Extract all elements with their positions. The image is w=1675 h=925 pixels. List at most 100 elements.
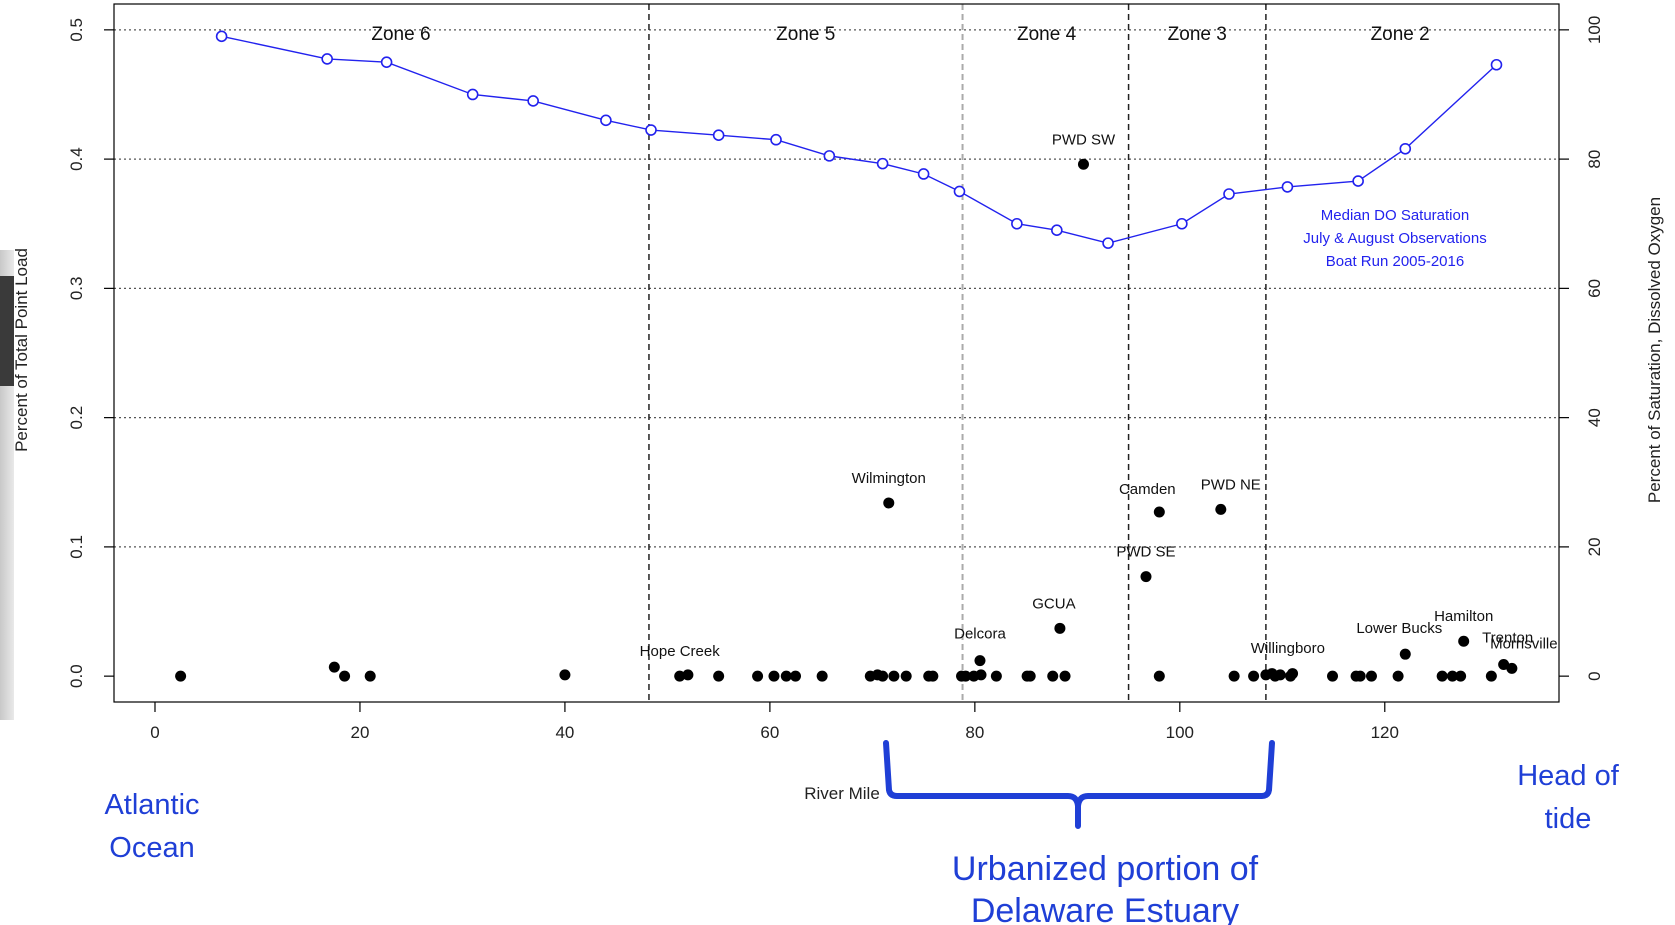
point-source-49 [1365, 670, 1377, 682]
zone-labels: Zone 6 Zone 5 Zone 4 Zone 3 Zone 2 [371, 24, 1429, 45]
point-source-8 [713, 670, 725, 682]
point-source-58 [1506, 662, 1518, 674]
do-point-9 [770, 133, 782, 146]
point-label-11: Hamilton [1434, 608, 1493, 625]
zone-boundaries [648, 4, 1267, 702]
point-source-46 [1327, 670, 1339, 682]
point-source-37 [1215, 503, 1227, 515]
x-tick-label-2: 40 [555, 723, 574, 742]
point-source-43 [1274, 669, 1286, 681]
do-point-14 [1011, 217, 1023, 230]
point-source-23 [960, 670, 972, 682]
point-source-13 [816, 670, 828, 682]
do-point-13 [953, 185, 966, 198]
y2-tick-label-4: 80 [1585, 150, 1604, 169]
head-of-tide-label-line-2: tide [1545, 803, 1592, 835]
y2-tick-label-3: 60 [1585, 279, 1604, 298]
y-tick-label-5: 0.5 [67, 18, 86, 42]
point-source-30 [1047, 670, 1059, 682]
do-point-6 [600, 114, 612, 127]
x-tick-label-1: 20 [350, 723, 369, 742]
point-label-9: Willingboro [1251, 640, 1325, 657]
point-sources [175, 158, 1518, 682]
y2-tick-label-5: 100 [1585, 16, 1604, 44]
point-source-21 [927, 670, 939, 682]
x-tick-label-3: 60 [760, 723, 779, 742]
do-point-8 [712, 129, 725, 141]
point-label-13: Morrisville [1490, 635, 1558, 652]
point-source-45 [1287, 668, 1299, 680]
point-source-1 [175, 670, 187, 682]
point-source-36 [1153, 670, 1165, 682]
zone-label-2: Zone 5 [776, 24, 835, 45]
point-label-10: Lower Bucks [1356, 620, 1442, 637]
gridlines [114, 29, 1559, 548]
point-source-52 [1436, 670, 1448, 682]
point-source-38 [1228, 670, 1240, 682]
y-tick-label-3: 0.3 [67, 277, 86, 301]
do-point-15 [1051, 224, 1063, 237]
atlantic-ocean-label-line-2: Ocean [109, 832, 194, 864]
point-source-16 [877, 670, 889, 682]
x-tick-label-4: 80 [965, 723, 984, 742]
point-source-11 [780, 670, 792, 682]
y2-axis-title: Percent of Saturation, Dissolved Oxygen [1645, 197, 1664, 503]
point-label-3: Camden [1119, 481, 1176, 498]
point-source-33 [1077, 158, 1089, 170]
point-label-12: Trenton [1482, 630, 1533, 647]
do-series-line [221, 35, 1497, 244]
urbanized-label-line-1: Urbanized portion of [952, 850, 1259, 888]
x-tick-label-5: 100 [1166, 723, 1194, 742]
point-source-55 [1458, 635, 1470, 647]
point-source-18 [888, 670, 900, 682]
point-source-48 [1354, 670, 1366, 682]
point-label-4: PWD NE [1201, 476, 1261, 493]
y2-tick-label-2: 40 [1585, 408, 1604, 427]
point-source-6 [674, 670, 686, 682]
point-label-8: Hope Creek [640, 643, 721, 660]
zone-label-1: Zone 6 [371, 24, 430, 45]
do-point-12 [917, 168, 930, 180]
point-source-2 [328, 661, 340, 673]
point-source-57 [1498, 659, 1510, 671]
y2-tick-label-1: 20 [1585, 537, 1604, 556]
plot-frame [113, 3, 1560, 703]
do-legend-line-1: Median DO Saturation [1321, 207, 1469, 224]
do-point-11 [876, 157, 889, 170]
y-tick-label-4: 0.4 [67, 147, 86, 171]
point-label-2: Wilmington [852, 470, 926, 487]
do-point-22 [1490, 58, 1503, 71]
point-label-7: Delcora [954, 626, 1006, 643]
zone-label-5: Zone 2 [1371, 24, 1430, 45]
point-source-32 [1059, 670, 1071, 682]
do-point-16 [1102, 237, 1114, 249]
x-tick-label-6: 120 [1371, 723, 1399, 742]
point-source-27 [990, 670, 1002, 682]
head-of-tide-label-line-1: Head of [1517, 760, 1620, 792]
urbanized-bracket [883, 740, 1275, 829]
point-source-29 [1024, 670, 1036, 682]
atlantic-ocean-label-line-1: Atlantic [104, 789, 199, 821]
zone-label-4: Zone 3 [1168, 24, 1227, 45]
point-label-1: PWD SW [1052, 131, 1116, 148]
point-label-5: PWD SE [1116, 544, 1175, 561]
do-point-19 [1281, 181, 1294, 193]
point-source-9 [752, 670, 764, 682]
axes: 0 20 40 60 80 100 120 0.0 0.1 0.2 0.3 0.4 0.5 0 20 40 60… [67, 16, 1604, 742]
point-source-31 [1054, 622, 1066, 634]
y2-tick-label-0: 0 [1585, 671, 1604, 680]
do-point-18 [1223, 188, 1235, 200]
point-source-51 [1399, 648, 1411, 660]
point-source-25 [974, 655, 986, 667]
point-source-19 [900, 670, 912, 682]
point-source-7 [682, 669, 694, 681]
point-source-3 [339, 670, 351, 682]
y-tick-label-1: 0.1 [67, 535, 86, 559]
point-labels: PWD SW Wilmington Camden PWD NE PWD SE GCUA De… [640, 131, 1558, 660]
point-source-35 [1153, 506, 1165, 518]
point-source-12 [790, 670, 802, 682]
y-tick-label-2: 0.2 [67, 406, 86, 430]
point-source-53 [1446, 670, 1458, 682]
point-source-39 [1248, 670, 1260, 682]
